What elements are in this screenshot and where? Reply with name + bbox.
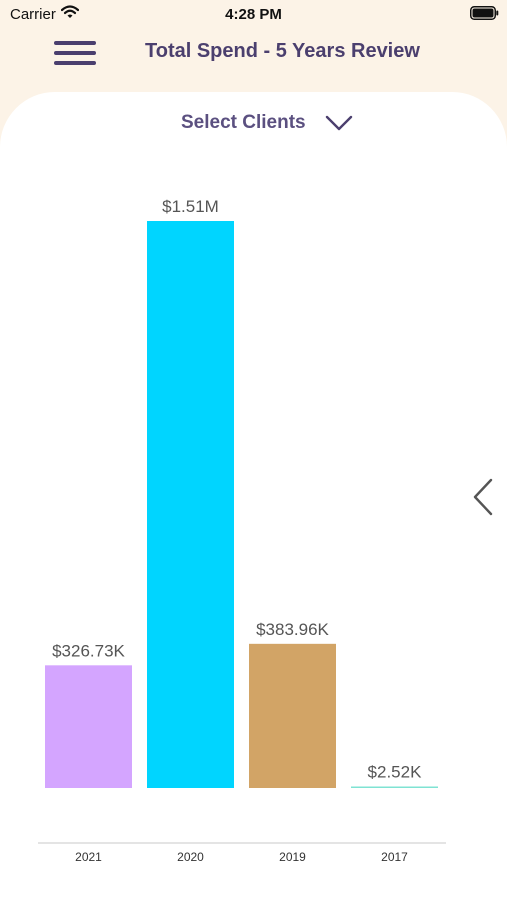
select-clients-label: Select Clients [181,112,306,133]
chevron-left-icon[interactable] [470,477,496,517]
value-label-2017: $2.52K [368,763,423,782]
bar-2020[interactable] [147,221,234,788]
nav-bar: Total Spend - 5 Years Review [0,30,507,80]
bar-2017[interactable] [351,786,438,789]
x-tick-label-2019: 2019 [279,850,306,864]
page-title: Total Spend - 5 Years Review [145,40,420,62]
hamburger-menu-icon[interactable] [50,38,100,68]
wifi-icon [61,5,79,18]
x-tick-label-2021: 2021 [75,850,102,864]
value-label-2019: $383.96K [256,620,329,639]
bar-2019[interactable] [249,643,336,788]
chart-card: Select Clients $326.73K 2021 $1.51M 2020 $38… [0,92,507,900]
x-tick-label-2020: 2020 [177,850,204,864]
value-label-2020: $1.51M [162,197,219,216]
bar-2021[interactable] [45,665,132,788]
status-bar: Carrier 4:28 PM [0,0,507,30]
chevron-down-icon[interactable] [325,114,353,132]
value-label-2021: $326.73K [52,641,125,660]
carrier-label: Carrier [10,6,56,23]
bar-chart: $326.73K 2021 $1.51M 2020 $383.96K 2019 $2.52K… [38,197,446,864]
clock: 4:28 PM [225,6,282,23]
battery-icon [470,6,499,20]
x-tick-label-2017: 2017 [381,850,408,864]
